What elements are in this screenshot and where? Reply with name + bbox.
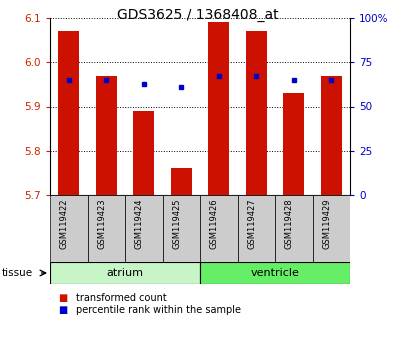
Text: GSM119422: GSM119422 bbox=[60, 198, 69, 249]
Text: GSM119427: GSM119427 bbox=[247, 198, 256, 249]
Bar bbox=[88, 195, 125, 262]
Bar bbox=[312, 195, 350, 262]
Bar bbox=[200, 262, 350, 284]
Text: ■: ■ bbox=[58, 293, 67, 303]
Text: GSM119426: GSM119426 bbox=[210, 198, 219, 249]
Text: tissue: tissue bbox=[2, 268, 33, 278]
Text: GSM119423: GSM119423 bbox=[97, 198, 106, 249]
Bar bbox=[96, 75, 117, 195]
Text: GSM119425: GSM119425 bbox=[172, 198, 181, 249]
Text: GSM119424: GSM119424 bbox=[135, 198, 144, 249]
Bar bbox=[50, 195, 88, 262]
Text: ventricle: ventricle bbox=[250, 268, 299, 278]
Bar bbox=[237, 195, 275, 262]
Bar bbox=[125, 195, 162, 262]
Text: percentile rank within the sample: percentile rank within the sample bbox=[76, 305, 241, 315]
Text: GSM119428: GSM119428 bbox=[285, 198, 294, 249]
Bar bbox=[284, 93, 304, 195]
Bar bbox=[321, 75, 342, 195]
Bar bbox=[58, 31, 79, 195]
Bar bbox=[209, 22, 229, 195]
Bar bbox=[162, 195, 200, 262]
Bar bbox=[200, 195, 237, 262]
Text: ■: ■ bbox=[58, 305, 67, 315]
Text: transformed count: transformed count bbox=[76, 293, 166, 303]
Bar bbox=[50, 262, 200, 284]
Bar bbox=[246, 31, 267, 195]
Bar bbox=[275, 195, 312, 262]
Bar bbox=[134, 111, 154, 195]
Text: GDS3625 / 1368408_at: GDS3625 / 1368408_at bbox=[117, 8, 278, 22]
Text: GSM119429: GSM119429 bbox=[322, 198, 331, 249]
Text: atrium: atrium bbox=[107, 268, 143, 278]
Bar bbox=[171, 169, 192, 195]
